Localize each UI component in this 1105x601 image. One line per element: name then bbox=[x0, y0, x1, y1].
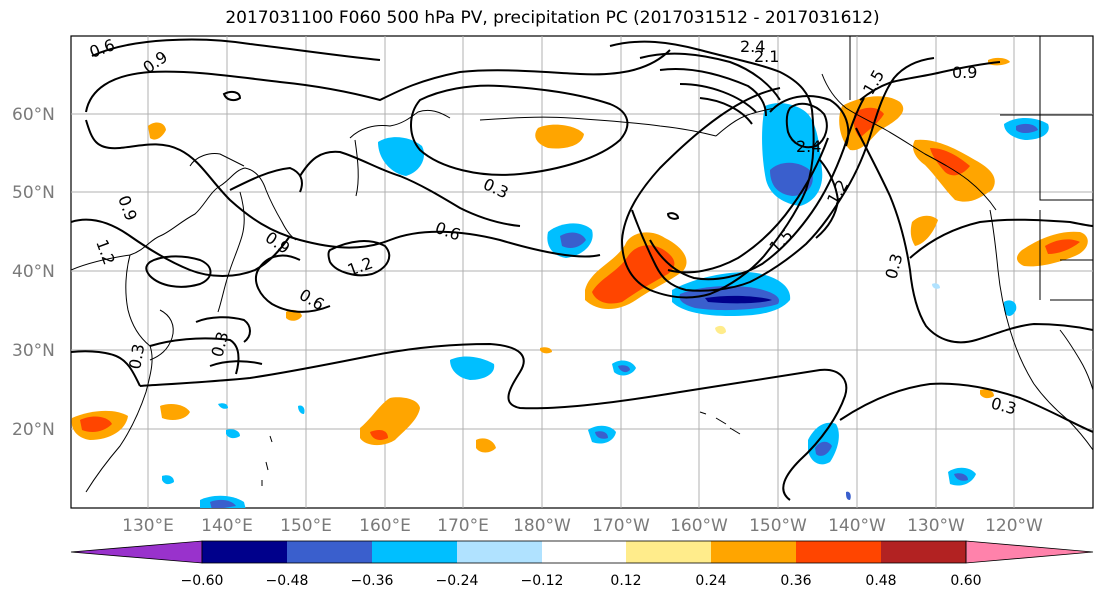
lon-label: 150°W bbox=[749, 516, 807, 536]
colorbar-tick-label: 0.36 bbox=[780, 573, 811, 589]
colorbar-tick-label: 0.48 bbox=[865, 573, 896, 589]
contour-label: 2.4 bbox=[796, 137, 821, 156]
lon-label: 130°W bbox=[907, 516, 965, 536]
lon-label: 170°W bbox=[592, 516, 650, 536]
colorbar-tick-label: −0.36 bbox=[351, 573, 394, 589]
colorbar-segment bbox=[372, 541, 457, 563]
lon-label: 150°E bbox=[280, 516, 332, 536]
colorbar-outline bbox=[201, 540, 967, 564]
lon-label: 120°W bbox=[985, 516, 1043, 536]
gridlines bbox=[71, 36, 1093, 508]
latitude-labels: 60°N 50°N 40°N 30°N 20°N bbox=[12, 105, 55, 440]
contour-label: 0.3 bbox=[125, 342, 148, 370]
lon-label: 140°E bbox=[201, 516, 253, 536]
colorbar-tick-label: 0.24 bbox=[695, 573, 726, 589]
lon-label: 170°E bbox=[437, 516, 489, 536]
lat-label-20n: 20°N bbox=[12, 420, 55, 440]
colorbar bbox=[70, 540, 1094, 564]
lon-label: 160°E bbox=[359, 516, 411, 536]
lon-label: 160°W bbox=[670, 516, 728, 536]
colorbar-extend-high bbox=[965, 540, 1094, 564]
contour-label: 2.4 bbox=[740, 37, 765, 56]
colorbar-tick-label: −0.60 bbox=[181, 573, 224, 589]
contour-label: 2.1 bbox=[754, 47, 779, 66]
lon-label: 130°E bbox=[122, 516, 174, 536]
colorbar-segment bbox=[881, 541, 966, 563]
colorbar-extend-low bbox=[70, 540, 203, 564]
longitude-labels: 130°E 140°E 150°E 160°E 170°E 180°W 170°… bbox=[122, 516, 1043, 536]
map-frame bbox=[70, 35, 1094, 509]
lat-label-40n: 40°N bbox=[12, 262, 55, 282]
colorbar-tick-label: −0.12 bbox=[521, 573, 564, 589]
page-title: 2017031100 F060 500 hPa PV, precipitatio… bbox=[225, 8, 880, 28]
colorbar-tick-label: −0.48 bbox=[266, 573, 309, 589]
colorbar-ticks: −0.60 −0.48 −0.36 −0.24 −0.12 0.12 0.24 … bbox=[181, 573, 982, 589]
colorbar-segment bbox=[796, 541, 881, 563]
colorbar-segment bbox=[711, 541, 796, 563]
lat-label-60n: 60°N bbox=[12, 105, 55, 125]
lon-label: 180°W bbox=[513, 516, 571, 536]
colorbar-segment bbox=[542, 541, 626, 563]
colorbar-tick-label: 0.60 bbox=[950, 573, 981, 589]
precip-negative bbox=[162, 103, 1049, 508]
contour-label: 0.9 bbox=[952, 63, 977, 82]
lat-label-30n: 30°N bbox=[12, 341, 55, 361]
colorbar-segment bbox=[202, 541, 287, 563]
lat-label-50n: 50°N bbox=[12, 183, 55, 203]
map-content bbox=[71, 36, 1093, 508]
colorbar-tick-label: −0.24 bbox=[436, 573, 479, 589]
colorbar-tick-label: 0.12 bbox=[610, 573, 641, 589]
lon-label: 140°W bbox=[828, 516, 886, 536]
colorbar-segment bbox=[626, 541, 711, 563]
pv-contours bbox=[71, 38, 1093, 501]
coastlines bbox=[71, 36, 1093, 493]
colorbar-segment bbox=[457, 541, 542, 563]
colorbar-segment bbox=[287, 541, 372, 563]
